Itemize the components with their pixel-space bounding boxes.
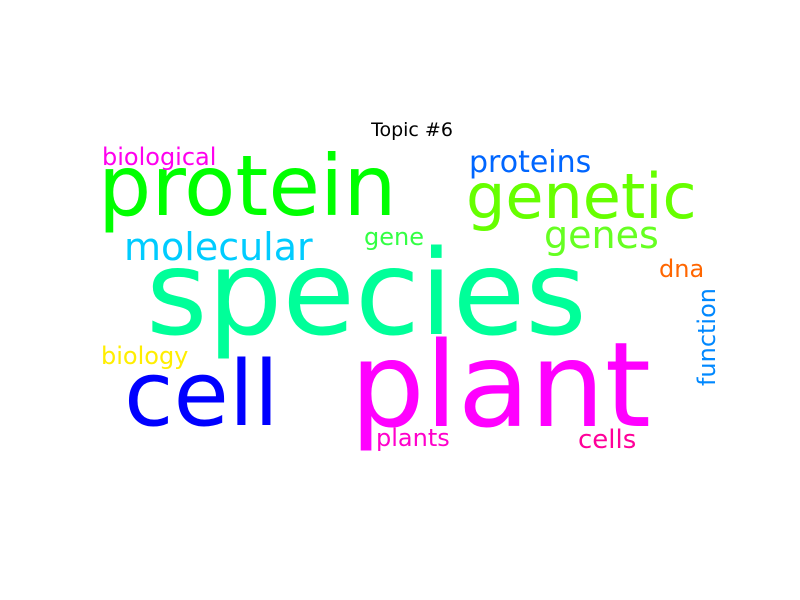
word-species: species xyxy=(146,224,587,362)
word-cell: cell xyxy=(124,342,279,447)
word-genes: genes xyxy=(544,213,659,257)
word-molecular: molecular xyxy=(124,225,313,269)
word-biology: biology xyxy=(101,342,189,370)
word-biological: biological xyxy=(102,143,217,171)
word-dna: dna xyxy=(659,255,705,283)
word-protein: protein xyxy=(98,137,397,235)
word-genetic: genetic xyxy=(466,160,697,233)
word-proteins: proteins xyxy=(469,145,592,180)
word-function: function xyxy=(693,288,721,387)
word-cells: cells xyxy=(578,425,637,455)
word-plant: plant xyxy=(350,316,652,454)
word-plants: plants xyxy=(376,424,450,452)
word-cloud: species plant protein cell genetic molec… xyxy=(98,137,721,455)
word-gene: gene xyxy=(364,223,424,251)
chart-title: Topic #6 xyxy=(371,119,453,141)
